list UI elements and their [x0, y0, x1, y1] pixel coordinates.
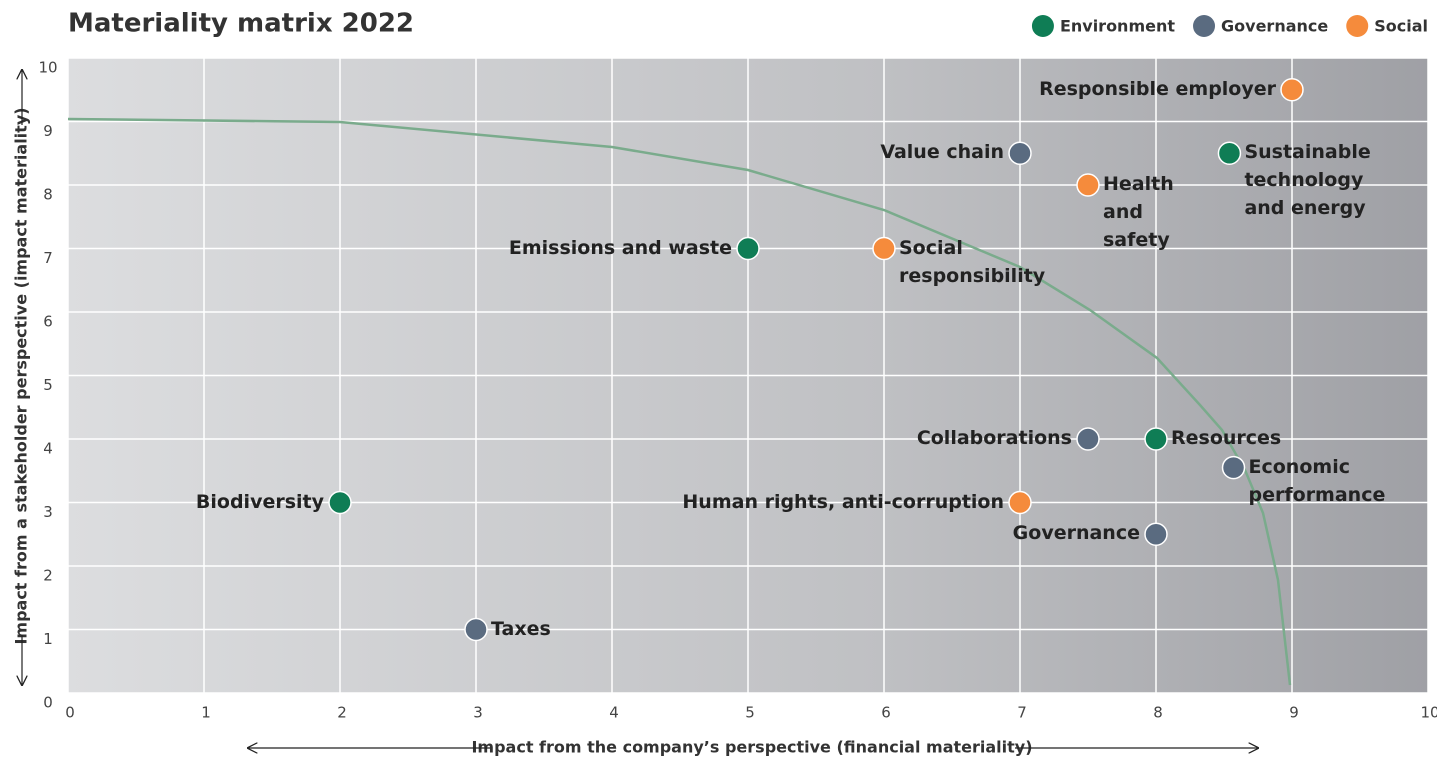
point: [1144, 522, 1168, 546]
y-tick-label: 8: [43, 186, 53, 204]
y-tick-label: 10: [38, 59, 57, 77]
point: [1076, 173, 1100, 197]
point: [1280, 78, 1304, 102]
point-label: Resources: [1171, 427, 1282, 449]
y-tick-label: 7: [43, 249, 53, 267]
x-tick-label: 9: [1289, 704, 1299, 722]
legend-swatch: [1346, 15, 1369, 37]
x-tick-label: 10: [1420, 704, 1437, 722]
point: [1144, 427, 1168, 451]
point-label: Health and safety: [1103, 173, 1174, 251]
y-tick-label: 2: [43, 567, 53, 585]
y-tick-label: 5: [43, 376, 53, 394]
x-tick-label: 4: [609, 704, 619, 722]
legend-label: Environment: [1060, 17, 1175, 36]
x-tick-label: 6: [881, 704, 891, 722]
y-tick-label: 6: [43, 313, 53, 331]
x-axis-label: Impact from the company’s perspective (f…: [471, 738, 1032, 757]
legend-swatch: [1193, 15, 1216, 37]
x-tick-label: 8: [1153, 704, 1163, 722]
point: [872, 236, 896, 261]
point-label: Biodiversity: [195, 490, 324, 513]
y-tick-label: 0: [43, 694, 53, 712]
x-tick-label: 1: [201, 704, 211, 722]
point-label: Responsible employer: [1039, 77, 1276, 100]
x-tick-label: 3: [473, 704, 483, 722]
point-label: Collaborations: [916, 427, 1072, 449]
point-label: Governance: [1012, 522, 1140, 545]
point: [736, 236, 760, 261]
y-tick-label: 1: [43, 630, 53, 648]
chart-title: Materiality matrix 2022: [68, 9, 414, 39]
point-label: Social responsibility: [899, 236, 1046, 287]
point-label: Sustainable technology and energy: [1244, 141, 1371, 220]
legend-label: Governance: [1221, 17, 1328, 36]
x-tick-label: 2: [337, 704, 347, 722]
point: [1221, 455, 1246, 480]
y-tick-label: 3: [43, 503, 53, 521]
point-label: Taxes: [491, 617, 551, 640]
y-tick-label: 9: [43, 122, 53, 140]
y-tick-label: 4: [43, 440, 53, 458]
point: [1008, 490, 1032, 515]
point-label: Economic performance: [1248, 455, 1386, 506]
point: [1008, 141, 1032, 165]
point: [1217, 141, 1242, 165]
point: [328, 490, 352, 515]
y-axis-label: Impact from a stakeholder perspective (i…: [12, 107, 31, 644]
legend-label: Social: [1374, 17, 1428, 36]
legend-swatch: [1031, 15, 1054, 37]
threshold-curve: [67, 117, 1292, 686]
x-tick-label: 5: [745, 704, 755, 722]
x-tick-label: 0: [65, 704, 75, 722]
point-label: Human rights, anti-corruption: [682, 490, 1004, 513]
point: [464, 617, 488, 642]
point: [1076, 427, 1100, 451]
point-label: Value chain: [880, 141, 1004, 164]
point-label: Emissions and waste: [508, 236, 732, 259]
x-tick-label: 7: [1017, 704, 1027, 722]
